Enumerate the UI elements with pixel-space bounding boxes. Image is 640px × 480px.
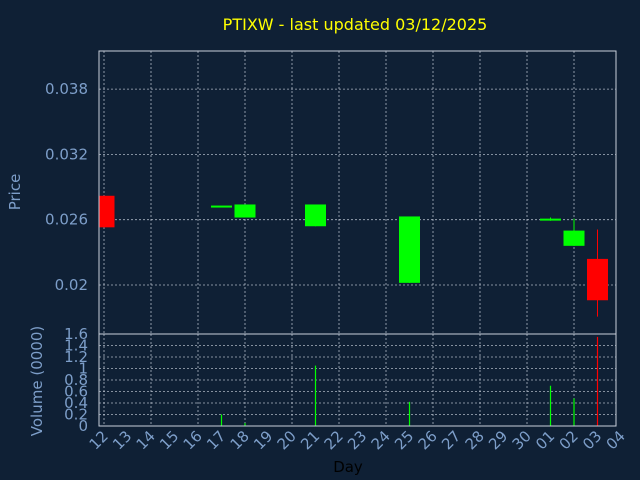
x-tick-label: 21 bbox=[297, 427, 323, 453]
x-tick-label: 18 bbox=[227, 427, 253, 453]
x-tick-label: 13 bbox=[109, 427, 135, 453]
x-axis-label: Day bbox=[333, 458, 363, 476]
x-tick-label: 03 bbox=[579, 427, 605, 453]
candle-body bbox=[211, 205, 232, 208]
x-tick-label: 15 bbox=[156, 427, 182, 453]
candle-body bbox=[540, 218, 561, 221]
volume-tick-label: 0 bbox=[78, 417, 88, 435]
x-tick-label: 19 bbox=[250, 427, 276, 453]
price-grid bbox=[99, 51, 616, 334]
price-tick-label: 0.026 bbox=[45, 211, 88, 229]
volume-tick-label: 1.2 bbox=[64, 348, 88, 366]
x-tick-label: 23 bbox=[344, 427, 370, 453]
price-panel-frame bbox=[98, 50, 617, 335]
x-tick-label: 25 bbox=[391, 427, 417, 453]
x-tick-label: 12 bbox=[86, 427, 112, 453]
x-tick-label: 01 bbox=[532, 427, 558, 453]
volume-tick-label: 0.8 bbox=[64, 371, 88, 389]
price-tick-label: 0.032 bbox=[45, 145, 88, 163]
candle-body bbox=[99, 195, 115, 228]
volume-panel-frame bbox=[98, 333, 617, 427]
volume-tick-label: 0.6 bbox=[64, 383, 88, 401]
volume-tick-label: 1.6 bbox=[64, 325, 88, 343]
x-tick-label: 29 bbox=[485, 427, 511, 453]
volume-bars bbox=[220, 336, 599, 426]
x-tick-label: 20 bbox=[274, 427, 300, 453]
x-tick-label: 27 bbox=[438, 427, 464, 453]
volume-tick-label: 0.2 bbox=[64, 406, 88, 424]
x-tick-label: 26 bbox=[415, 427, 441, 453]
x-tick-label: 04 bbox=[603, 427, 629, 453]
x-tick-label: 16 bbox=[180, 427, 206, 453]
candle-body bbox=[305, 204, 326, 227]
x-tick-label: 22 bbox=[321, 427, 347, 453]
x-tick-label: 14 bbox=[133, 427, 159, 453]
candles bbox=[99, 195, 608, 317]
candle-body bbox=[587, 258, 608, 301]
volume-tick-label: 1 bbox=[78, 360, 88, 378]
x-tick-label: 30 bbox=[509, 427, 535, 453]
x-tick-label: 17 bbox=[203, 427, 229, 453]
chart-title: PTIXW - last updated 03/12/2025 bbox=[223, 15, 488, 34]
price-axis: 0.02 0.026 0.032 0.038 bbox=[45, 80, 88, 294]
candle-body bbox=[399, 216, 420, 283]
x-axis: 1213141516171819202122232425262728293001… bbox=[86, 427, 629, 453]
x-tick-label: 24 bbox=[368, 427, 394, 453]
price-tick-label: 0.02 bbox=[55, 276, 88, 294]
volume-tick-label: 0.4 bbox=[64, 394, 88, 412]
volume-axis: 00.20.40.60.811.21.41.6 bbox=[64, 325, 88, 435]
volume-tick-label: 1.4 bbox=[64, 337, 88, 355]
price-tick-label: 0.038 bbox=[45, 80, 88, 98]
x-tick-label: 02 bbox=[556, 427, 582, 453]
volume-grid bbox=[99, 334, 616, 426]
price-axis-label: Price bbox=[6, 174, 24, 211]
candle-body bbox=[234, 204, 256, 218]
candle-body bbox=[563, 230, 585, 246]
x-tick-label: 28 bbox=[462, 427, 488, 453]
volume-axis-label: Volume (0000) bbox=[28, 326, 46, 436]
